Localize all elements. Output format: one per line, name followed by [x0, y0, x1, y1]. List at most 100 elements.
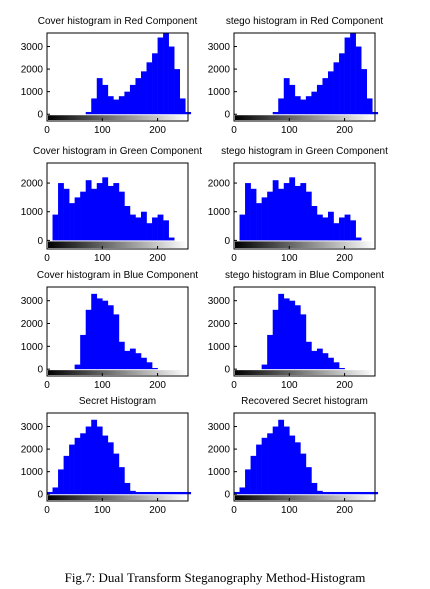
histogram-bar: [85, 309, 92, 370]
histogram-bar: [85, 426, 92, 495]
histogram-bar: [355, 46, 362, 115]
y-tick-label: 2000: [208, 445, 231, 456]
histogram-bar: [316, 490, 323, 495]
histogram-bar: [278, 188, 285, 241]
histogram-bar: [163, 491, 169, 495]
x-tick-label: 200: [149, 380, 166, 391]
histogram-panel-5: Cover histogram in Blue Component 0 1000 20…: [21, 270, 199, 391]
histogram-bar: [283, 298, 290, 370]
histogram-bar: [157, 214, 164, 241]
plot-frame: [46, 412, 189, 502]
histogram-bar: [294, 305, 301, 370]
histogram-bar: [272, 309, 279, 370]
y-tick-label: 2000: [208, 65, 231, 76]
x-tick-label: 100: [94, 380, 111, 391]
plot-frame: [233, 32, 376, 122]
histogram-bar: [118, 191, 125, 241]
histogram-panel-2: stego histogram in Red Component01000200…: [208, 16, 384, 136]
y-tick-label: 1000: [21, 87, 44, 98]
histogram-bar: [316, 348, 323, 370]
histogram-bar: [52, 214, 59, 241]
histogram-bar: [113, 453, 120, 495]
histogram-panel-6: stego histogram in Blue Component0100020…: [208, 270, 384, 391]
histogram-bar: [141, 71, 147, 115]
histogram-bar: [250, 188, 257, 241]
colorbar-strip: [235, 241, 374, 248]
x-tick-label: 200: [149, 125, 166, 136]
x-tick-label: 100: [281, 253, 298, 264]
histogram-bar: [118, 467, 125, 495]
x-tick-label: 100: [281, 125, 298, 136]
histogram-bar: [316, 84, 323, 115]
x-tick-label: 200: [336, 505, 353, 516]
histogram-bar: [129, 214, 136, 241]
colorbar-strip: [235, 495, 374, 500]
histogram-bar: [102, 300, 109, 370]
histogram-bar: [102, 177, 109, 241]
histogram-bar: [350, 33, 356, 115]
histogram-bar: [366, 98, 373, 115]
histogram-bar: [344, 37, 351, 115]
histogram-bar: [272, 180, 279, 241]
histogram-bar: [361, 69, 368, 115]
histogram-bar: [113, 314, 120, 370]
y-tick-label: 0: [224, 490, 230, 501]
histogram-bar: [91, 293, 98, 370]
histogram-bar: [135, 217, 142, 241]
x-tick-label: 200: [149, 253, 166, 264]
histogram-bar: [80, 334, 87, 370]
histogram-bar: [124, 91, 131, 115]
colorbar-strip: [48, 115, 187, 120]
histogram-bar: [283, 426, 290, 495]
histogram-bar: [152, 53, 158, 115]
histogram-bar: [146, 362, 153, 370]
histogram-bar: [168, 46, 175, 115]
x-tick-label: 0: [44, 253, 50, 264]
histogram-bar: [168, 237, 175, 241]
y-tick-label: 3000: [21, 42, 44, 53]
histogram-bar: [261, 364, 268, 370]
histogram-bar: [333, 362, 340, 370]
histogram-bar: [174, 491, 181, 495]
histogram-bar: [135, 78, 142, 115]
histogram-bar: [339, 217, 345, 241]
colorbar-strip: [48, 241, 187, 248]
histogram-bar: [289, 177, 296, 241]
histogram-bar: [300, 99, 307, 115]
y-tick-label: 0: [37, 490, 43, 501]
x-tick-label: 0: [231, 380, 237, 391]
histogram-bar: [96, 183, 103, 241]
y-tick-label: 2000: [208, 319, 231, 330]
histogram-bar: [135, 491, 142, 495]
histogram-bar: [152, 368, 158, 370]
y-tick-label: 1000: [208, 87, 231, 98]
histogram-bar: [168, 491, 175, 495]
y-tick-label: 0: [37, 110, 43, 121]
histogram-bar: [267, 191, 274, 241]
histogram-bar: [272, 111, 279, 115]
histogram-bar: [74, 364, 81, 370]
histogram-bar: [69, 444, 75, 495]
histogram-bar: [107, 305, 114, 370]
x-tick-label: 200: [336, 253, 353, 264]
histogram-bar: [124, 206, 131, 241]
histogram-bar: [146, 223, 153, 241]
histogram-bar: [85, 111, 92, 115]
y-tick-label: 1000: [21, 342, 44, 353]
y-tick-label: 2000: [21, 179, 44, 190]
histogram-bar: [289, 300, 296, 370]
histogram-bar: [80, 433, 87, 495]
y-tick-label: 0: [224, 236, 230, 247]
histogram-bar: [339, 368, 345, 370]
x-tick-label: 0: [44, 125, 50, 136]
histogram-panel-8: Recovered Secret histogram 0 1000 2000 3000 0…: [208, 396, 379, 516]
histogram-bar: [96, 298, 103, 370]
chart-title: Cover histogram in Red Component: [38, 16, 198, 27]
y-tick-label: 0: [37, 365, 43, 376]
histogram-bar: [69, 203, 75, 241]
chart-title: Cover histogram in Blue Component: [37, 270, 198, 281]
histogram-bar: [256, 444, 262, 495]
histogram-bar: [283, 183, 290, 241]
histogram-bar: [311, 91, 318, 115]
